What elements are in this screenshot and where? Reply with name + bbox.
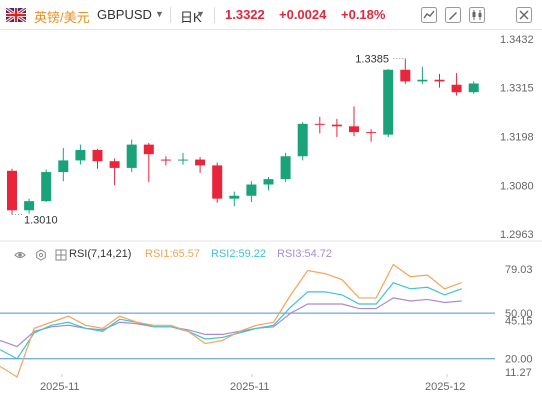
candle-body bbox=[451, 84, 462, 93]
candle-body bbox=[280, 156, 291, 180]
candle-body bbox=[109, 161, 120, 168]
candle-body bbox=[212, 165, 223, 199]
rsi-tick-label: 50.00 bbox=[505, 308, 533, 320]
candle-body bbox=[58, 160, 69, 173]
candle-body bbox=[195, 159, 206, 166]
indicator-icon[interactable] bbox=[55, 249, 67, 261]
chevron-down-icon[interactable]: ▼ bbox=[155, 9, 164, 19]
chart-line-icon[interactable] bbox=[420, 6, 438, 24]
candle-body bbox=[417, 79, 428, 82]
price-tick-label: 1.3432 bbox=[500, 34, 534, 46]
price-change: +0.0024 bbox=[279, 7, 327, 22]
rsi-title: RSI(7,14,21) bbox=[69, 248, 132, 260]
candle-body bbox=[383, 69, 394, 135]
high-annotation: 1.3385 bbox=[355, 54, 389, 66]
candle-body bbox=[143, 144, 154, 155]
last-price: 1.3322 bbox=[225, 7, 265, 22]
time-tick-label: 2025-11 bbox=[230, 381, 270, 393]
chart-toolbar: 英镑/美元 GBPUSD ▼ 日K ▼ 1.3322 +0.0024 +0.18… bbox=[0, 0, 542, 30]
rsi1-line bbox=[0, 263, 462, 378]
candle-body bbox=[246, 184, 257, 196]
candlestick-icon[interactable] bbox=[468, 6, 486, 24]
low-annotation: 1.3010 bbox=[24, 214, 58, 226]
candle-body bbox=[41, 172, 52, 202]
candle-body bbox=[297, 123, 308, 157]
candle-body bbox=[366, 132, 377, 134]
time-tick-label: 2025-12 bbox=[425, 381, 465, 393]
symbol-code[interactable]: GBPUSD bbox=[97, 7, 152, 22]
candle-body bbox=[314, 123, 325, 125]
period-selector[interactable]: 日K bbox=[180, 10, 202, 25]
rsi2-line bbox=[0, 282, 462, 360]
time-tick-label: 2025-11 bbox=[40, 381, 80, 393]
rsi2-value: RSI2:59.22 bbox=[211, 248, 267, 260]
candle-body bbox=[75, 150, 86, 161]
symbol-name[interactable]: 英镑/美元 bbox=[34, 10, 90, 25]
candle-body bbox=[126, 144, 137, 168]
rsi3-value: RSI3:54.72 bbox=[277, 248, 333, 260]
close-icon[interactable] bbox=[515, 6, 533, 24]
price-tick-label: 1.2963 bbox=[500, 229, 534, 241]
candle-body bbox=[468, 83, 479, 93]
rsi-tick-label: 79.03 bbox=[505, 264, 533, 276]
candle-body bbox=[160, 159, 171, 161]
time-axis: 2025-11 2025-11 2025-12 bbox=[40, 374, 465, 393]
chevron-down-icon[interactable]: ▼ bbox=[196, 9, 205, 19]
price-tick-label: 1.3080 bbox=[500, 180, 534, 192]
candle-body bbox=[349, 126, 359, 133]
toolbar-divider bbox=[170, 7, 171, 23]
candle-body bbox=[400, 69, 411, 82]
candle-body bbox=[331, 124, 342, 127]
price-annotations: 1.3385 1.3010 bbox=[12, 54, 406, 226]
candle-body bbox=[92, 150, 103, 162]
settings-icon[interactable] bbox=[35, 249, 47, 261]
price-change-pct: +0.18% bbox=[341, 7, 386, 22]
price-tick-label: 1.3315 bbox=[500, 83, 534, 95]
price-chart[interactable]: 1.3432 1.3315 1.3198 1.3080 1.2963 1.3385 1.… bbox=[0, 30, 542, 400]
rsi1-value: RSI1:65.57 bbox=[145, 248, 201, 260]
candle-body bbox=[178, 159, 188, 161]
rsi-tick-label: 11.27 bbox=[505, 367, 532, 379]
price-axis: 1.3432 1.3315 1.3198 1.3080 1.2963 bbox=[500, 34, 534, 241]
candle-body bbox=[24, 201, 35, 211]
rsi3-line bbox=[0, 297, 462, 348]
candle-body bbox=[7, 170, 17, 211]
rsi-tick-label: 45.15 bbox=[505, 316, 533, 328]
candle-body bbox=[263, 179, 274, 185]
candle-body bbox=[434, 79, 445, 82]
flag-uk-icon bbox=[6, 8, 26, 22]
rsi-header: RSI(7,14,21) RSI1:65.57 RSI2:59.22 RSI3:… bbox=[0, 246, 542, 264]
eye-icon[interactable] bbox=[14, 249, 26, 261]
price-tick-label: 1.3198 bbox=[500, 131, 534, 143]
candlestick-series bbox=[7, 58, 479, 215]
rsi-tick-label: 20.00 bbox=[505, 354, 533, 366]
toolbar-divider bbox=[214, 7, 215, 23]
draw-tool-icon[interactable] bbox=[444, 6, 462, 24]
candle-body bbox=[229, 195, 240, 199]
